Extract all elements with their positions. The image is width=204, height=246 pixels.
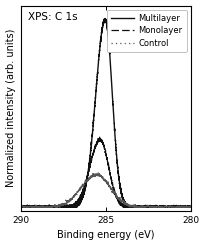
Multilayer bbox=[20, 206, 22, 209]
Text: XPS: C 1s: XPS: C 1s bbox=[28, 12, 77, 22]
Control bbox=[85, 179, 87, 182]
Legend: Multilayer, Monolayer, Control: Multilayer, Monolayer, Control bbox=[106, 10, 186, 52]
Monolayer bbox=[92, 152, 94, 154]
Control bbox=[20, 206, 22, 209]
Monolayer bbox=[167, 206, 170, 209]
Control bbox=[39, 205, 42, 208]
Monolayer bbox=[49, 206, 52, 209]
Multilayer bbox=[49, 206, 52, 209]
Monolayer bbox=[98, 136, 100, 139]
Control bbox=[93, 171, 96, 174]
Multilayer bbox=[103, 17, 106, 20]
Line: Monolayer: Monolayer bbox=[21, 137, 190, 207]
Control bbox=[20, 206, 22, 209]
Multilayer bbox=[167, 206, 170, 209]
Multilayer bbox=[85, 180, 87, 183]
Control bbox=[185, 206, 188, 209]
Control bbox=[189, 205, 191, 208]
Control bbox=[167, 205, 170, 208]
Monolayer bbox=[185, 205, 188, 208]
Line: Control: Control bbox=[21, 173, 190, 207]
Multilayer bbox=[185, 206, 188, 209]
Monolayer bbox=[39, 206, 41, 209]
X-axis label: Binding energy (eV): Binding energy (eV) bbox=[57, 231, 154, 240]
Multilayer bbox=[20, 205, 22, 208]
Monolayer bbox=[85, 179, 87, 182]
Monolayer bbox=[189, 205, 191, 208]
Multilayer bbox=[39, 205, 42, 208]
Multilayer bbox=[189, 205, 191, 208]
Control bbox=[92, 173, 94, 176]
Monolayer bbox=[20, 206, 22, 209]
Line: Multilayer: Multilayer bbox=[21, 18, 190, 207]
Y-axis label: Normalized intensity (arb. units): Normalized intensity (arb. units) bbox=[6, 29, 16, 187]
Multilayer bbox=[92, 118, 94, 121]
Control bbox=[49, 205, 52, 208]
